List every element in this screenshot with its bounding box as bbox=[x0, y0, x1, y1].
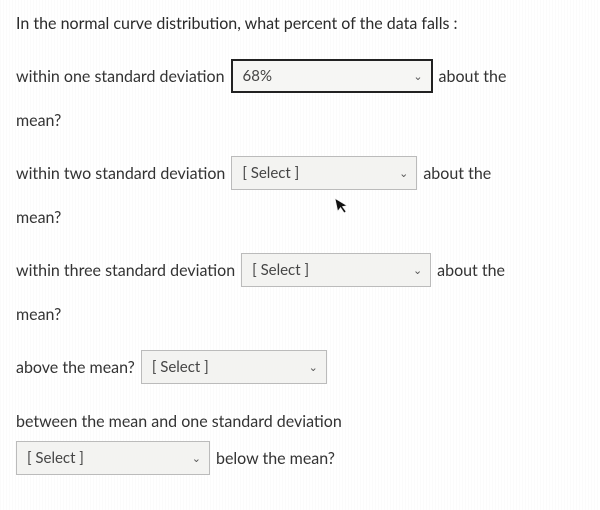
q1-after-text: about the bbox=[439, 67, 507, 86]
chevron-down-icon: ⌄ bbox=[309, 361, 318, 374]
q2-after-text: about the bbox=[423, 164, 491, 183]
q1-dropdown[interactable]: 68% ⌄ bbox=[231, 59, 433, 93]
question-row-4: above the mean? [ Select ] ⌄ bbox=[16, 350, 584, 384]
chevron-down-icon: ⌄ bbox=[192, 452, 201, 465]
q4-dropdown-value: [ Select ] bbox=[152, 358, 301, 376]
q3-after-text: about the bbox=[437, 261, 505, 280]
question-row-5-text: between the mean and one standard deviat… bbox=[16, 412, 584, 431]
q1-before-text: within one standard deviation bbox=[16, 67, 225, 86]
q2-dropdown-value: [ Select ] bbox=[242, 164, 391, 182]
q5-before-text: between the mean and one standard deviat… bbox=[16, 412, 342, 431]
chevron-down-icon: ⌄ bbox=[413, 264, 422, 277]
q5-dropdown-value: [ Select ] bbox=[27, 449, 184, 467]
q1-dropdown-value: 68% bbox=[243, 67, 406, 85]
q3-dropdown-value: [ Select ] bbox=[252, 261, 405, 279]
question-row-1: within one standard deviation 68% ⌄ abou… bbox=[16, 59, 584, 93]
q5-dropdown[interactable]: [ Select ] ⌄ bbox=[16, 441, 210, 475]
q4-dropdown[interactable]: [ Select ] ⌄ bbox=[141, 350, 327, 384]
q2-continuation-text: mean? bbox=[16, 208, 584, 227]
chevron-down-icon: ⌄ bbox=[399, 167, 408, 180]
q3-dropdown[interactable]: [ Select ] ⌄ bbox=[241, 253, 431, 287]
q2-dropdown[interactable]: [ Select ] ⌄ bbox=[231, 156, 417, 190]
chevron-down-icon: ⌄ bbox=[413, 70, 422, 83]
q3-continuation-text: mean? bbox=[16, 305, 584, 324]
q5-after-text: below the mean? bbox=[216, 449, 335, 468]
q3-before-text: within three standard deviation bbox=[16, 261, 235, 280]
question-prompt: In the normal curve distribution, what p… bbox=[16, 14, 584, 33]
q4-before-text: above the mean? bbox=[16, 358, 135, 377]
q1-continuation-text: mean? bbox=[16, 111, 584, 130]
q2-before-text: within two standard deviation bbox=[16, 164, 225, 183]
question-row-5-controls: [ Select ] ⌄ below the mean? bbox=[16, 441, 584, 475]
question-row-2: within two standard deviation [ Select ]… bbox=[16, 156, 584, 190]
question-row-3: within three standard deviation [ Select… bbox=[16, 253, 584, 287]
